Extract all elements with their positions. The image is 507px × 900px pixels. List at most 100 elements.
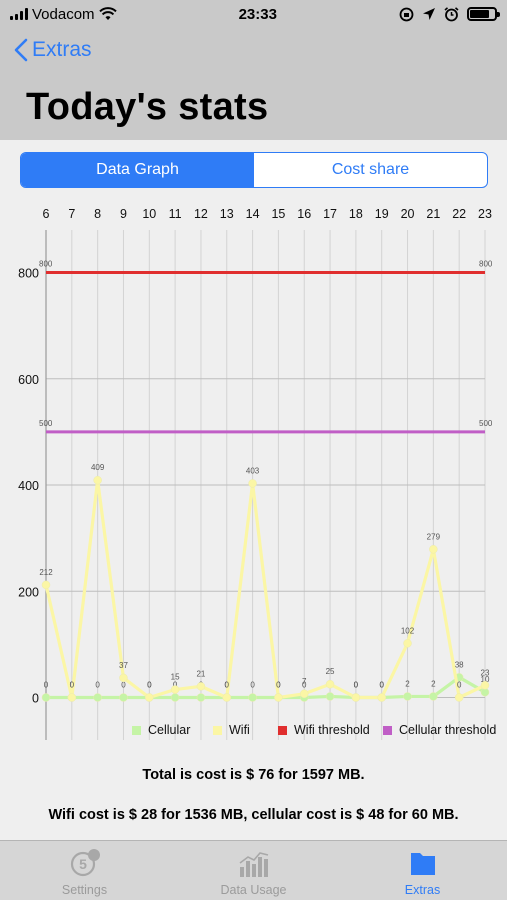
wifi-data-point: [145, 693, 154, 702]
chevron-left-icon: [14, 38, 28, 62]
x-tick-label: 13: [220, 207, 234, 221]
wifi-icon: [98, 7, 117, 20]
wifi-data-label: 25: [326, 667, 335, 676]
wifi-data-label: 7: [302, 677, 307, 686]
cellular-data-point: [170, 693, 180, 702]
page-title: Today's stats: [26, 86, 269, 128]
orientation-lock-icon: [399, 7, 414, 21]
cellular-data-label: 0: [121, 681, 126, 690]
cellular-data-label: 2: [431, 679, 436, 688]
legend-label: Cellular threshold: [399, 723, 496, 737]
alarm-icon: [444, 6, 459, 21]
tab-data-usage[interactable]: Data Usage: [169, 841, 338, 900]
cellular-data-point: [119, 693, 128, 702]
back-button[interactable]: Extras: [14, 38, 92, 62]
cellular-threshold-label-end: 500: [479, 419, 493, 428]
cellular-data-point: [93, 693, 102, 702]
wifi-threshold-label-start: 800: [39, 260, 53, 269]
folder-icon: [410, 853, 435, 875]
wifi-data-label: 403: [246, 466, 260, 475]
wifi-series-line: [44, 478, 486, 700]
segmented-control: Data Graph Cost share: [20, 152, 488, 188]
segment-cost-share[interactable]: Cost share: [331, 161, 410, 178]
split-cost-summary: Wifi cost is $ 28 for 1536 MB, cellular …: [48, 807, 459, 823]
wifi-data-point: [429, 545, 438, 554]
tab-settings-label: Settings: [61, 883, 108, 897]
wifi-data-point: [480, 681, 490, 690]
cellular-threshold-label-start: 500: [39, 419, 53, 428]
usage-chart: 6 7 8 9 10 11 12 13 14 15 16 17 18 19 20 21 22 2302004006…: [18, 207, 496, 740]
tab-extras[interactable]: Extras: [338, 841, 507, 900]
x-tick-label: 7: [68, 207, 75, 221]
settings-badge-number: 5: [79, 856, 87, 872]
cellular-series-line: [46, 675, 486, 700]
legend-label: Cellular: [148, 723, 190, 737]
x-tick-label: 21: [426, 207, 440, 221]
wifi-data-label: 21: [196, 669, 205, 678]
x-tick-label: 9: [120, 207, 127, 221]
wifi-data-label: 279: [427, 532, 441, 541]
y-tick-label: 200: [18, 585, 39, 599]
wifi-data-label: 37: [119, 661, 128, 670]
x-tick-label: 15: [271, 207, 285, 221]
bar-chart-icon: [239, 852, 268, 877]
wifi-data-label: 0: [354, 681, 359, 690]
wifi-data-label: 0: [225, 681, 230, 690]
wifi-data-point: [196, 682, 206, 691]
wifi-threshold-label-end: 800: [479, 260, 493, 269]
segment-data-graph[interactable]: Data Graph: [21, 153, 254, 187]
wifi-data-point: [93, 475, 102, 485]
y-tick-label: 600: [18, 373, 39, 387]
wifi-data-label: 0: [276, 681, 281, 690]
stats-content: Data Graph Cost share 6 7 8 9 10 11 12 13 14 15 16…: [0, 140, 507, 840]
tab-settings[interactable]: 5 Settings: [0, 841, 169, 900]
total-cost-summary: Total is cost is $ 76 for 1597 MB.: [142, 767, 365, 783]
battery-icon: [466, 7, 500, 21]
legend-label: Wifi threshold: [294, 723, 370, 737]
cellular-data-point: [429, 692, 438, 701]
x-tick-label: 22: [452, 207, 466, 221]
status-bar: Vodacom 23:33: [0, 0, 507, 28]
cellular-data-point: [325, 692, 335, 701]
wifi-data-label: 0: [70, 681, 75, 690]
cellular-data-point: [248, 693, 257, 702]
status-right: [399, 6, 500, 22]
x-tick-label: 17: [323, 207, 337, 221]
wifi-data-label: 102: [401, 626, 415, 635]
cellular-data-label: 0: [276, 681, 281, 690]
tab-data-usage-label: Data Usage: [220, 883, 287, 897]
wifi-data-label: 0: [457, 681, 462, 690]
cellular-data-label: 0: [173, 681, 178, 690]
wifi-data-point: [325, 679, 335, 689]
legend-swatch: [213, 726, 222, 735]
cellular-data-label: 0: [147, 681, 152, 690]
wifi-data-label: 212: [39, 568, 53, 577]
wifi-data-point: [67, 693, 77, 702]
wifi-data-point: [351, 693, 361, 702]
cellular-data-label: 38: [455, 660, 464, 669]
wifi-data-point: [222, 693, 232, 702]
cellular-data-label: 0: [95, 681, 100, 690]
cellular-data-point: [196, 693, 206, 702]
tab-extras-label: Extras: [404, 883, 441, 897]
y-tick-label: 0: [32, 692, 39, 706]
x-tick-label: 16: [297, 207, 311, 221]
x-tick-label: 12: [194, 207, 208, 221]
cellular-data-label: 0: [250, 681, 255, 690]
x-tick-label: 23: [478, 207, 492, 221]
cellular-data-label: 0: [379, 681, 384, 690]
tab-bar: 5 Settings Data Usage Extras: [0, 840, 507, 900]
wifi-data-point: [454, 693, 464, 702]
cellular-data-label: 10: [481, 675, 490, 684]
cellular-data-label: 0: [44, 681, 49, 690]
wifi-data-label: 15: [171, 673, 180, 682]
status-left: Vodacom: [10, 6, 117, 23]
x-tick-label: 14: [246, 207, 260, 221]
location-icon: [422, 8, 435, 20]
wifi-data-label: 0: [147, 681, 152, 690]
wifi-data-point: [248, 479, 257, 488]
wifi-data-label: 23: [481, 668, 490, 677]
cellular-data-label: 0: [354, 681, 359, 690]
cellular-data-label: 2: [405, 679, 410, 688]
x-tick-label: 19: [375, 207, 389, 221]
